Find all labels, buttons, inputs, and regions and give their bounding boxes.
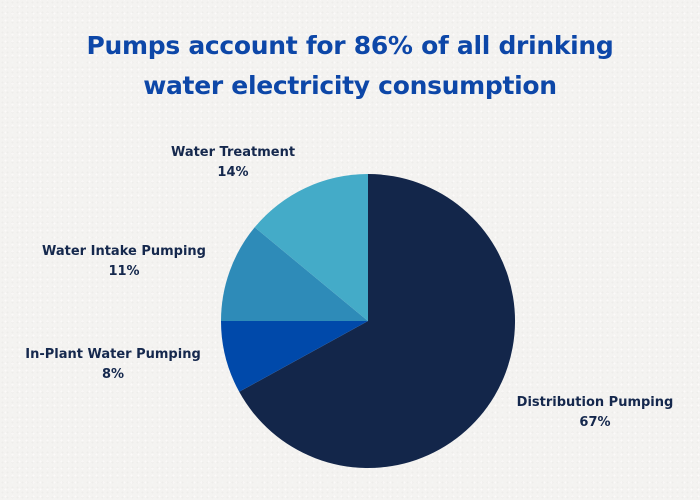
label-distribution-pumping: Distribution Pumping 67% — [517, 393, 674, 433]
label-water-treatment: Water Treatment 14% — [171, 143, 295, 183]
label-in-plant-water-pumping: In-Plant Water Pumping 8% — [25, 345, 201, 385]
label-value: 67% — [579, 415, 611, 430]
label-value: 11% — [108, 264, 140, 279]
slice-in-plant-water-pumping — [221, 321, 368, 392]
slice-water-intake-pumping — [221, 227, 368, 321]
label-value: 14% — [217, 165, 249, 180]
label-value: 8% — [101, 367, 125, 382]
slice-distribution-pumping — [239, 174, 516, 468]
chart-title-line-1: Pumps account for 86% of all drinking — [86, 31, 614, 60]
label-text: In-Plant Water Pumping — [25, 347, 201, 362]
chart-title-line-2: water electricity consumption — [143, 71, 557, 100]
slice-water-treatment — [254, 174, 368, 321]
label-water-intake-pumping: Water Intake Pumping 11% — [42, 242, 206, 282]
chart-title: Pumps account for 86% of all drinking wa… — [0, 26, 700, 106]
label-text: Water Intake Pumping — [42, 244, 206, 259]
label-text: Water Treatment — [170, 145, 296, 160]
label-text: Distribution Pumping — [516, 395, 674, 410]
